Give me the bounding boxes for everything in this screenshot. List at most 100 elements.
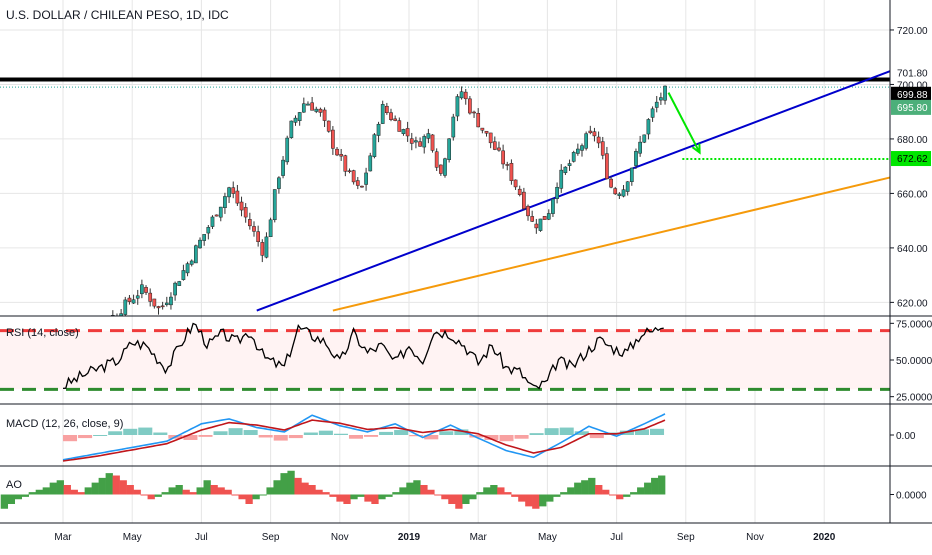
macd-histogram-bar	[514, 435, 529, 439]
ao-bar	[392, 492, 400, 495]
candle-body	[194, 245, 198, 264]
ao-bar	[147, 494, 155, 500]
candle-body	[127, 297, 132, 302]
candle-body	[414, 140, 418, 143]
candle-body	[463, 91, 468, 100]
price-label-bg	[891, 151, 931, 167]
ao-bar	[364, 494, 372, 502]
candle-body	[164, 302, 169, 306]
candle-body	[642, 134, 647, 143]
time-axis-label: Jul	[610, 532, 623, 543]
ao-bar	[168, 487, 176, 495]
ao-bar	[420, 485, 428, 495]
ao-bar	[77, 492, 85, 495]
candle-body	[563, 166, 568, 174]
candle-body	[505, 164, 510, 166]
ao-axis-tick-label: 0.0000	[896, 491, 927, 502]
macd-histogram-bar	[243, 430, 258, 435]
candle-body	[252, 226, 256, 232]
ao-bar	[483, 487, 491, 495]
candle-body	[107, 323, 110, 324]
candle-body	[177, 281, 182, 286]
ao-bar	[651, 477, 659, 495]
candle-body	[318, 108, 323, 113]
orange-trendline	[332, 176, 890, 312]
candle-body	[218, 206, 223, 218]
ao-bar	[644, 482, 652, 495]
price-label: 699.88	[897, 90, 928, 101]
candle-body	[393, 118, 398, 121]
macd-histogram-bar	[379, 431, 394, 435]
candle-body	[468, 98, 472, 114]
ao-bar	[140, 494, 148, 496]
ao-bar	[175, 485, 183, 495]
macd-histogram-bar	[589, 435, 604, 439]
ao-bar	[161, 492, 169, 495]
price-axis-tick-label: 620.00	[897, 298, 928, 309]
candle-body	[451, 116, 456, 138]
candle-body	[185, 263, 190, 274]
candle-body	[551, 198, 555, 214]
price-axis-tick-label: 660.00	[897, 189, 928, 200]
candle-body	[571, 152, 576, 162]
ao-bar	[581, 480, 589, 495]
forecast-arrow	[667, 92, 701, 154]
ao-bar	[196, 487, 204, 495]
ao-bar	[203, 480, 211, 495]
macd-histogram-bar	[544, 428, 559, 435]
macd-histogram-bar	[469, 435, 484, 438]
macd-histogram-bar	[649, 428, 665, 435]
macd-axis-tick-label: 0.00	[896, 431, 916, 442]
candle-body	[575, 148, 580, 154]
candle-body	[397, 120, 402, 132]
ao-bar	[14, 494, 22, 500]
candle-body	[438, 164, 443, 174]
candle-body	[613, 188, 618, 195]
ao-bar	[224, 489, 232, 495]
candle-body	[600, 141, 605, 156]
ao-bar	[308, 485, 316, 495]
macd-histogram-bar	[348, 435, 364, 439]
candle-body	[447, 138, 451, 160]
macd-histogram-bar	[288, 435, 303, 439]
ao-bar	[105, 473, 113, 495]
candle-body	[140, 284, 144, 295]
rsi-axis-tick-label: 50.0000	[896, 356, 932, 367]
candle-body	[160, 305, 165, 308]
candle-body	[202, 234, 207, 241]
ao-bar	[35, 489, 43, 495]
ao-bar	[238, 494, 246, 500]
ao-bar	[406, 482, 414, 495]
ao-bar	[448, 494, 456, 504]
ao-bar	[133, 489, 141, 495]
ao-bar	[112, 475, 120, 495]
ao-bar	[287, 470, 295, 495]
candle-body	[293, 117, 298, 123]
candle-body	[364, 172, 368, 185]
macd-histogram-bar	[108, 431, 123, 435]
candle-body	[646, 119, 651, 135]
price-label-bg	[891, 86, 931, 102]
ao-bar	[273, 480, 281, 495]
candle-body	[555, 187, 559, 199]
candle-body	[173, 282, 177, 296]
ao-bar	[553, 494, 561, 497]
ao-bar	[602, 489, 610, 495]
ao-bar	[259, 494, 267, 496]
candle-body	[351, 170, 356, 183]
ao-bar	[434, 494, 442, 496]
ao-bar	[84, 487, 92, 495]
candle-body	[169, 296, 173, 306]
macd-histogram-bar	[228, 428, 243, 435]
price-axis-tick-label: 680.00	[897, 135, 928, 146]
candle-body	[663, 85, 667, 101]
macd-histogram-bar	[499, 435, 514, 442]
candle-body	[522, 191, 526, 209]
macd-histogram-bar	[439, 431, 454, 435]
candle-body	[247, 219, 252, 227]
macd-histogram-bar	[213, 431, 228, 435]
ao-bar	[343, 494, 351, 504]
candle-body	[181, 270, 186, 280]
